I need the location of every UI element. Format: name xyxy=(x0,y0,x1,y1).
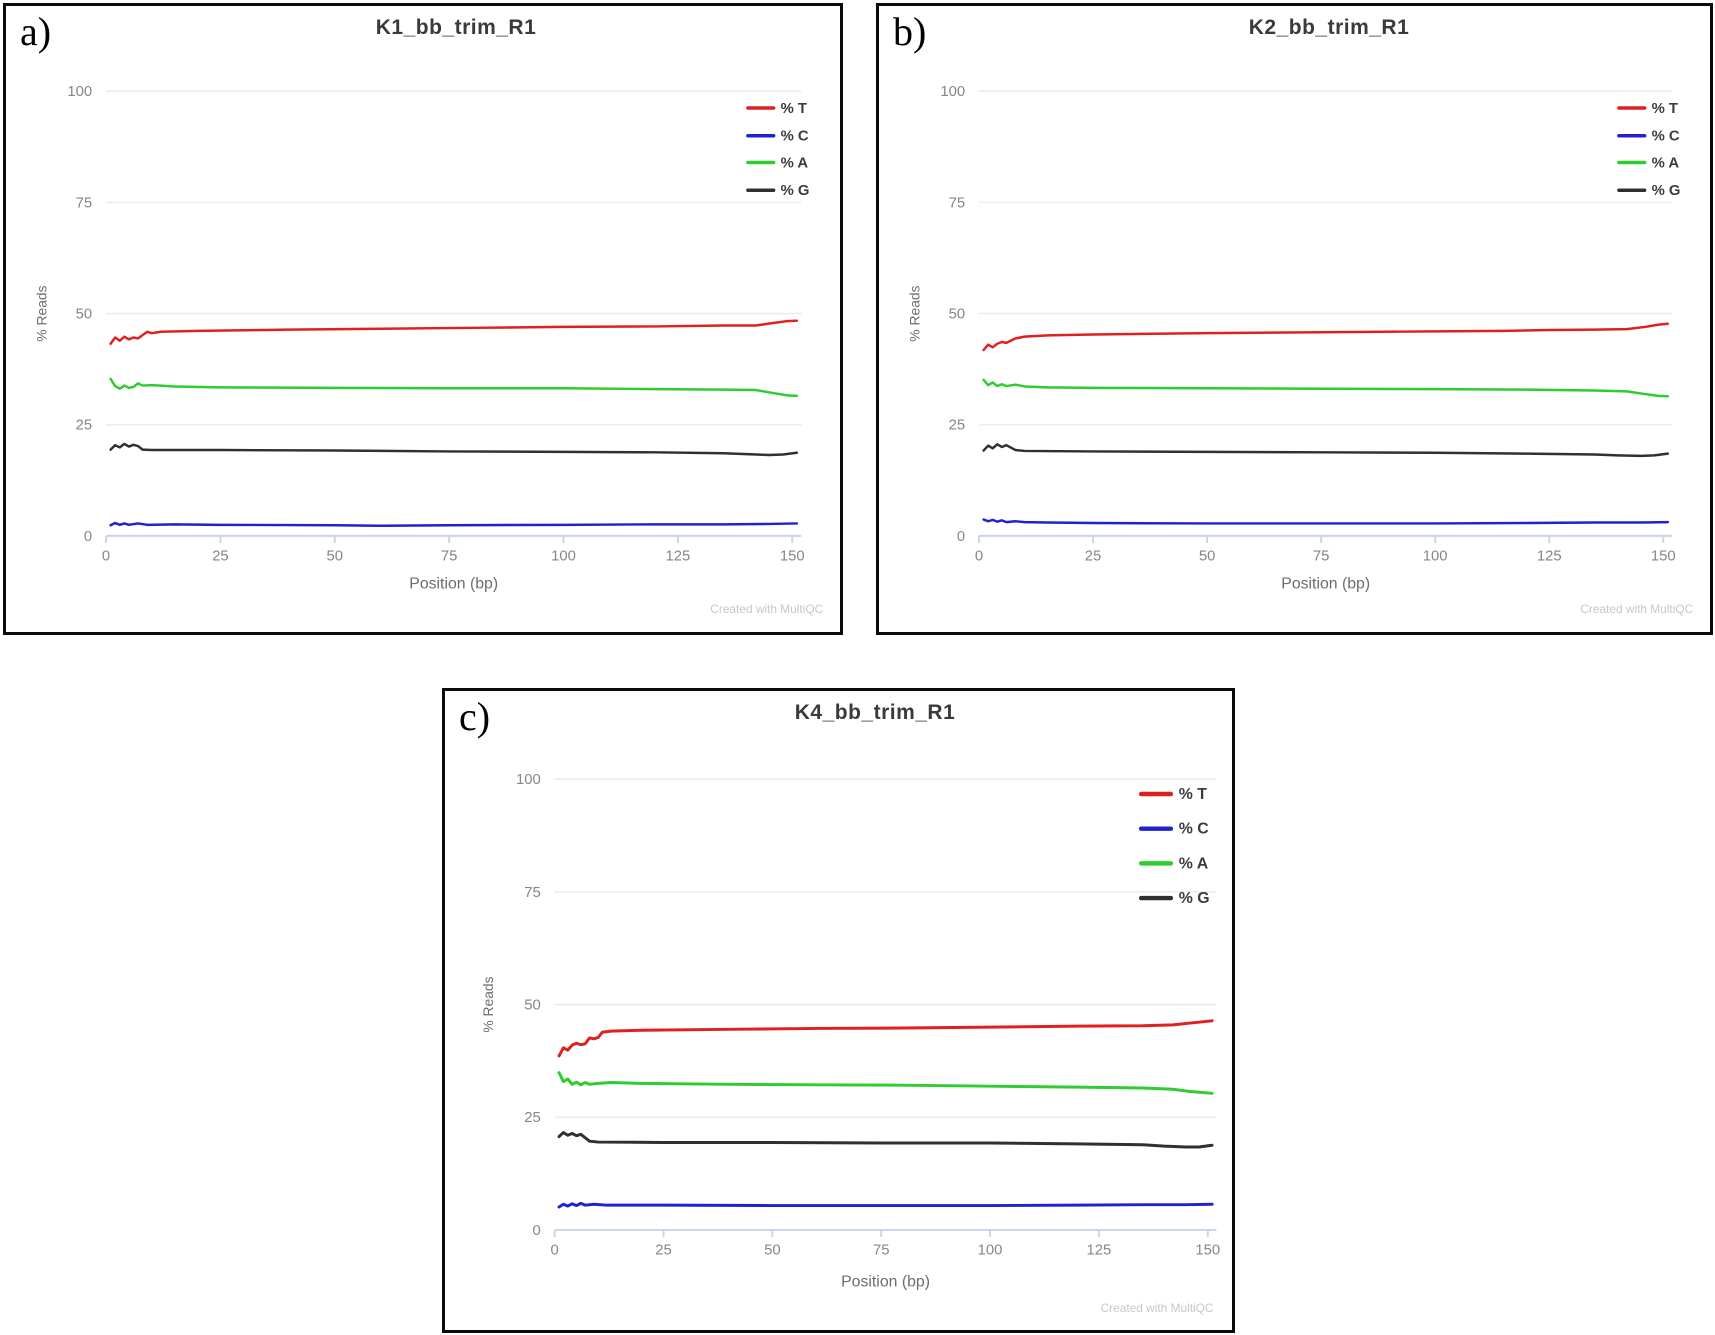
chart-title-a: K1_bb_trim_R1 xyxy=(375,16,537,39)
panel-b: b) K2_bb_trim_R1 0 25 50 75 100 0 25 50 75 100 125… xyxy=(876,3,1713,635)
legend-label-t: % T xyxy=(1179,786,1207,803)
legend-label-c: % C xyxy=(1652,129,1680,145)
chart-title-c: K4_bb_trim_R1 xyxy=(794,701,956,724)
series-line-c xyxy=(557,1201,1214,1209)
y-axis-title: % Reads xyxy=(907,285,923,341)
legend-label-a: % A xyxy=(781,155,809,171)
y-axis-title: % Reads xyxy=(480,976,496,1032)
y-axis-title: % Reads xyxy=(34,285,50,341)
chart-b: 0 25 50 75 100 0 25 50 75 100 125 150 Position (bp)%… xyxy=(907,84,1694,616)
panel-letter-a: a) xyxy=(20,9,52,54)
series-line-t xyxy=(557,1019,1214,1058)
legend-label-t: % T xyxy=(781,101,807,117)
chart-title-b: K2_bb_trim_R1 xyxy=(1248,16,1410,39)
watermark: Created with MultiQC xyxy=(1101,1301,1214,1315)
y-tick-label-0: 0 xyxy=(84,529,92,545)
series-line-g xyxy=(982,443,1670,458)
series-line-c xyxy=(109,521,799,527)
x-tick-label-125: 125 xyxy=(1086,1243,1111,1259)
y-tick-label-0: 0 xyxy=(957,529,965,545)
x-tick-label-0: 0 xyxy=(102,549,110,565)
panel-a: a) K1_bb_trim_R1 0 25 50 75 100 0 25 50 75 100 125… xyxy=(3,3,843,635)
watermark: Created with MultiQC xyxy=(710,602,823,616)
x-axis-title: Position (bp) xyxy=(841,1273,930,1290)
chart-a: 0 25 50 75 100 0 25 50 75 100 125 150 Position (bp)%… xyxy=(34,84,824,616)
series-line-c xyxy=(982,518,1670,525)
x-axis-title: Position (bp) xyxy=(1281,575,1370,592)
legend-label-a: % A xyxy=(1179,855,1209,872)
x-tick-label-25: 25 xyxy=(655,1243,672,1259)
x-tick-label-100: 100 xyxy=(1423,549,1448,565)
legend-label-c: % C xyxy=(781,129,809,145)
y-tick-label-50: 50 xyxy=(76,307,93,323)
x-tick-label-150: 150 xyxy=(1651,549,1676,565)
y-tick-label-100: 100 xyxy=(940,84,965,100)
legend-label-g: % G xyxy=(781,183,810,199)
series-line-g xyxy=(557,1131,1214,1149)
x-tick-label-0: 0 xyxy=(551,1243,559,1259)
series-line-a xyxy=(982,378,1670,398)
series-line-t xyxy=(109,319,799,346)
x-tick-label-125: 125 xyxy=(1537,549,1562,565)
x-tick-label-125: 125 xyxy=(665,549,690,565)
y-tick-label-25: 25 xyxy=(76,418,93,434)
y-tick-label-25: 25 xyxy=(949,418,966,434)
series-line-g xyxy=(109,442,799,457)
y-tick-label-100: 100 xyxy=(516,772,541,788)
x-tick-label-150: 150 xyxy=(1195,1243,1220,1259)
y-tick-label-50: 50 xyxy=(524,998,541,1014)
x-tick-label-50: 50 xyxy=(764,1243,781,1259)
watermark: Created with MultiQC xyxy=(1580,602,1693,616)
x-tick-label-75: 75 xyxy=(441,549,458,565)
y-tick-label-75: 75 xyxy=(949,195,966,211)
x-tick-label-0: 0 xyxy=(975,549,983,565)
x-tick-label-100: 100 xyxy=(978,1243,1003,1259)
x-tick-label-25: 25 xyxy=(1085,549,1102,565)
y-tick-label-100: 100 xyxy=(67,84,92,100)
y-tick-label-75: 75 xyxy=(524,885,541,901)
series-line-a xyxy=(109,377,799,398)
panel-c: c) K4_bb_trim_R1 0 25 50 75 100 0 25 50 75 100 125… xyxy=(442,688,1235,1333)
x-tick-label-25: 25 xyxy=(212,549,229,565)
panel-letter-c: c) xyxy=(459,694,491,739)
panel-letter-b: b) xyxy=(893,9,927,54)
y-tick-label-75: 75 xyxy=(76,195,93,211)
legend-label-t: % T xyxy=(1652,101,1678,117)
y-tick-label-50: 50 xyxy=(949,307,966,323)
y-tick-label-0: 0 xyxy=(533,1223,541,1239)
y-tick-label-25: 25 xyxy=(524,1110,541,1126)
x-tick-label-100: 100 xyxy=(551,549,576,565)
chart-c: 0 25 50 75 100 0 25 50 75 100 125 150 Position (bp)%… xyxy=(480,772,1220,1315)
x-axis-title: Position (bp) xyxy=(409,575,498,592)
legend-label-c: % C xyxy=(1179,821,1209,838)
x-tick-label-50: 50 xyxy=(327,549,344,565)
legend-label-g: % G xyxy=(1652,183,1681,199)
legend-label-g: % G xyxy=(1179,890,1210,907)
x-tick-label-75: 75 xyxy=(1313,549,1330,565)
series-line-t xyxy=(982,322,1670,352)
series-line-a xyxy=(557,1071,1214,1095)
x-tick-label-150: 150 xyxy=(780,549,805,565)
legend-label-a: % A xyxy=(1652,155,1680,171)
x-tick-label-75: 75 xyxy=(873,1243,890,1259)
x-tick-label-50: 50 xyxy=(1199,549,1216,565)
